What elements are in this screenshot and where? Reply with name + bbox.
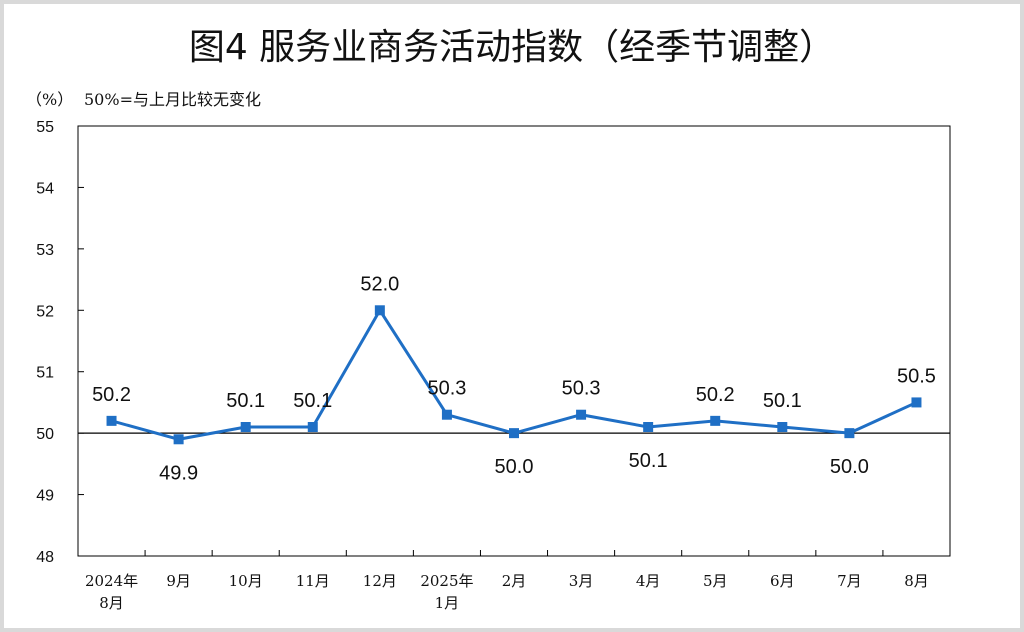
- x-tick-label: 3月: [569, 572, 594, 590]
- y-tick-label: 49: [36, 488, 54, 505]
- data-label: 50.3: [562, 378, 601, 400]
- series-line: [111, 307, 918, 441]
- plot-area: [77, 125, 951, 557]
- x-tick-label: 6月: [770, 572, 795, 590]
- unit-label: （%）: [26, 90, 74, 109]
- x-tick-label: 2024年: [85, 572, 138, 590]
- data-label: 50.0: [830, 456, 869, 478]
- x-tick-label: 8月: [99, 594, 124, 612]
- y-tick-label: 50: [36, 426, 54, 443]
- reference-note: 50%=与上月比较无变化: [84, 90, 261, 109]
- data-point: [173, 434, 184, 445]
- y-tick-label: 53: [36, 242, 54, 259]
- data-point: [643, 422, 654, 432]
- x-tick-label: 9月: [166, 572, 191, 590]
- data-point: [441, 409, 452, 420]
- x-tick-label: 2025年: [420, 572, 473, 590]
- y-tick-label: 55: [36, 119, 54, 136]
- chart-title: 图4 服务业商务活动指数（经季节调整）: [188, 27, 836, 68]
- y-tick-label: 48: [36, 549, 54, 566]
- data-point: [509, 428, 519, 439]
- y-tick-label: 51: [36, 365, 54, 382]
- x-tick-label: 7月: [837, 572, 862, 590]
- data-label: 50.1: [293, 390, 332, 412]
- data-label: 50.5: [897, 365, 936, 387]
- data-point: [777, 422, 788, 432]
- data-point: [374, 305, 385, 316]
- x-tick-label: 11月: [296, 572, 330, 590]
- data-label: 50.1: [226, 390, 265, 412]
- x-tick-label: 2月: [502, 572, 527, 590]
- data-label: 50.1: [763, 390, 802, 412]
- data-point: [911, 397, 922, 408]
- data-point: [576, 409, 587, 420]
- data-label: 52.0: [360, 273, 399, 295]
- data-label: 50.2: [92, 384, 131, 406]
- x-tick-label: 8月: [904, 572, 929, 590]
- data-label: 50.1: [629, 450, 668, 472]
- data-point: [106, 415, 117, 426]
- x-tick-label: 4月: [636, 572, 661, 590]
- chart-frame: 图4 服务业商务活动指数（经季节调整） （%） 50%=与上月比较无变化: [4, 4, 1020, 628]
- x-tick-label: 12月: [363, 572, 397, 590]
- x-tick-label: 5月: [703, 572, 728, 590]
- y-tick-label: 54: [36, 180, 54, 197]
- x-tick-label: 10月: [229, 572, 263, 590]
- data-point: [307, 422, 318, 432]
- x-tick-label: 1月: [435, 594, 460, 612]
- data-point: [240, 422, 251, 432]
- data-point: [844, 428, 855, 439]
- data-label: 50.3: [427, 378, 466, 400]
- y-tick-label: 52: [36, 303, 54, 320]
- data-point: [710, 415, 721, 426]
- data-label: 50.0: [495, 456, 534, 478]
- data-label: 49.9: [159, 462, 198, 484]
- data-label: 50.2: [696, 384, 735, 406]
